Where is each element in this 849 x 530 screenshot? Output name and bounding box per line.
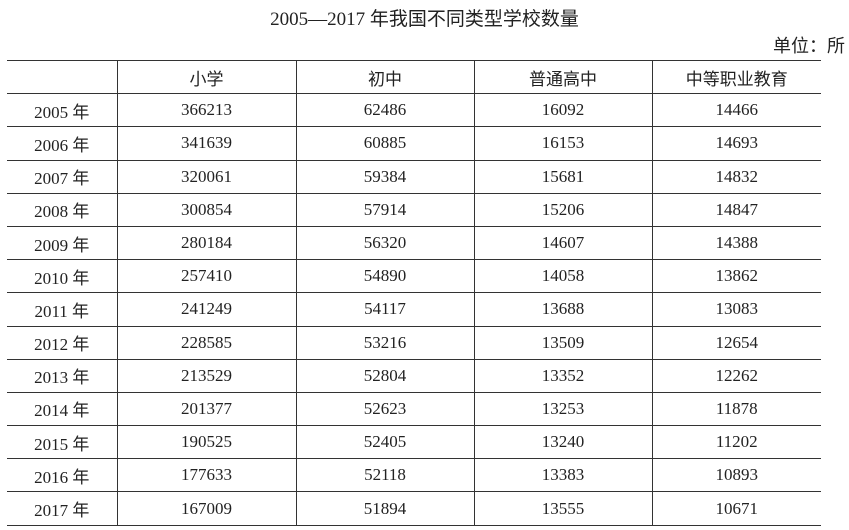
unit-label: 单位：所 bbox=[773, 36, 845, 56]
table-row: 2012 年 228585 53216 13509 12654 bbox=[7, 325, 821, 360]
table-cell: 13555 bbox=[473, 491, 652, 526]
table-cell: 56320 bbox=[295, 225, 474, 261]
table-cell: 12262 bbox=[651, 358, 821, 393]
table-row: 2010 年 257410 54890 14058 13862 bbox=[7, 259, 821, 294]
row-label: 2010 年 bbox=[7, 259, 117, 294]
row-label: 2016 年 bbox=[7, 458, 117, 493]
table-cell: 60885 bbox=[295, 126, 474, 161]
table-cell: 59384 bbox=[295, 159, 474, 194]
column-header bbox=[7, 59, 117, 95]
table-cell: 10671 bbox=[651, 491, 821, 526]
table-row: 2017 年 167009 51894 13555 10671 bbox=[7, 491, 821, 526]
table-cell: 14693 bbox=[651, 126, 821, 161]
table-row: 2016 年 177633 52118 13383 10893 bbox=[7, 458, 821, 493]
table-cell: 52804 bbox=[295, 358, 474, 393]
table-cell: 52405 bbox=[295, 425, 474, 460]
header-row: 小学 初中 普通高中 中等职业教育 bbox=[7, 59, 821, 95]
table-row: 2014 年 201377 52623 13253 11878 bbox=[7, 391, 821, 427]
table-cell: 280184 bbox=[116, 225, 296, 261]
table-cell: 320061 bbox=[116, 159, 296, 194]
table-row: 2005 年 366213 62486 16092 14466 bbox=[7, 93, 821, 128]
table-cell: 228585 bbox=[116, 325, 296, 360]
table-cell: 11202 bbox=[651, 425, 821, 460]
table-cell: 15681 bbox=[473, 159, 652, 194]
table-cell: 15206 bbox=[473, 192, 652, 227]
row-label: 2017 年 bbox=[7, 491, 117, 526]
row-label: 2015 年 bbox=[7, 425, 117, 460]
row-label: 2011 年 bbox=[7, 292, 117, 327]
column-header: 小学 bbox=[116, 59, 296, 95]
table-cell: 10893 bbox=[651, 458, 821, 493]
table-cell: 57914 bbox=[295, 192, 474, 227]
table-cell: 54890 bbox=[295, 259, 474, 294]
table-row: 2011 年 241249 54117 13688 13083 bbox=[7, 292, 821, 327]
row-label: 2006 年 bbox=[7, 126, 117, 161]
table-row: 2007 年 320061 59384 15681 14832 bbox=[7, 159, 821, 194]
table-cell: 241249 bbox=[116, 292, 296, 327]
table-cell: 213529 bbox=[116, 358, 296, 393]
table-row: 2006 年 341639 60885 16153 14693 bbox=[7, 126, 821, 161]
row-label: 2008 年 bbox=[7, 192, 117, 227]
row-label: 2012 年 bbox=[7, 325, 117, 360]
table-cell: 366213 bbox=[116, 93, 296, 128]
column-header: 中等职业教育 bbox=[651, 59, 821, 95]
table-cell: 52118 bbox=[295, 458, 474, 493]
table-cell: 14058 bbox=[473, 259, 652, 294]
column-header: 初中 bbox=[295, 59, 474, 95]
table-cell: 54117 bbox=[295, 292, 474, 327]
row-label: 2005 年 bbox=[7, 93, 117, 128]
table-row: 2009 年 280184 56320 14607 14388 bbox=[7, 225, 821, 261]
table-cell: 52623 bbox=[295, 391, 474, 427]
row-label: 2014 年 bbox=[7, 391, 117, 427]
row-label: 2007 年 bbox=[7, 159, 117, 194]
school-count-table: 小学 初中 普通高中 中等职业教育 2005 年 366213 62486 16092 144… bbox=[7, 59, 821, 526]
row-label: 2013 年 bbox=[7, 358, 117, 393]
table-row: 2015 年 190525 52405 13240 11202 bbox=[7, 425, 821, 460]
table-cell: 341639 bbox=[116, 126, 296, 161]
table-cell: 62486 bbox=[295, 93, 474, 128]
table-cell: 12654 bbox=[651, 325, 821, 360]
table-cell: 16092 bbox=[473, 93, 652, 128]
table-cell: 13240 bbox=[473, 425, 652, 460]
table-cell: 201377 bbox=[116, 391, 296, 427]
table-cell: 53216 bbox=[295, 325, 474, 360]
table-cell: 14466 bbox=[651, 93, 821, 128]
table-cell: 177633 bbox=[116, 458, 296, 493]
table-cell: 11878 bbox=[651, 391, 821, 427]
table-cell: 257410 bbox=[116, 259, 296, 294]
table-cell: 13253 bbox=[473, 391, 652, 427]
table-cell: 14607 bbox=[473, 225, 652, 261]
table-cell: 167009 bbox=[116, 491, 296, 526]
table-cell: 13509 bbox=[473, 325, 652, 360]
table-cell: 16153 bbox=[473, 126, 652, 161]
table-cell: 300854 bbox=[116, 192, 296, 227]
table-cell: 13383 bbox=[473, 458, 652, 493]
table-cell: 14388 bbox=[651, 225, 821, 261]
table-cell: 13688 bbox=[473, 292, 652, 327]
row-label: 2009 年 bbox=[7, 225, 117, 261]
table-title: 2005—2017 年我国不同类型学校数量 bbox=[270, 9, 579, 30]
table-cell: 13862 bbox=[651, 259, 821, 294]
table-row: 2008 年 300854 57914 15206 14847 bbox=[7, 192, 821, 227]
table-cell: 51894 bbox=[295, 491, 474, 526]
table-cell: 13352 bbox=[473, 358, 652, 393]
table-cell: 190525 bbox=[116, 425, 296, 460]
table-row: 2013 年 213529 52804 13352 12262 bbox=[7, 358, 821, 393]
table-cell: 14847 bbox=[651, 192, 821, 227]
table-cell: 13083 bbox=[651, 292, 821, 327]
table-cell: 14832 bbox=[651, 159, 821, 194]
column-header: 普通高中 bbox=[473, 59, 652, 95]
